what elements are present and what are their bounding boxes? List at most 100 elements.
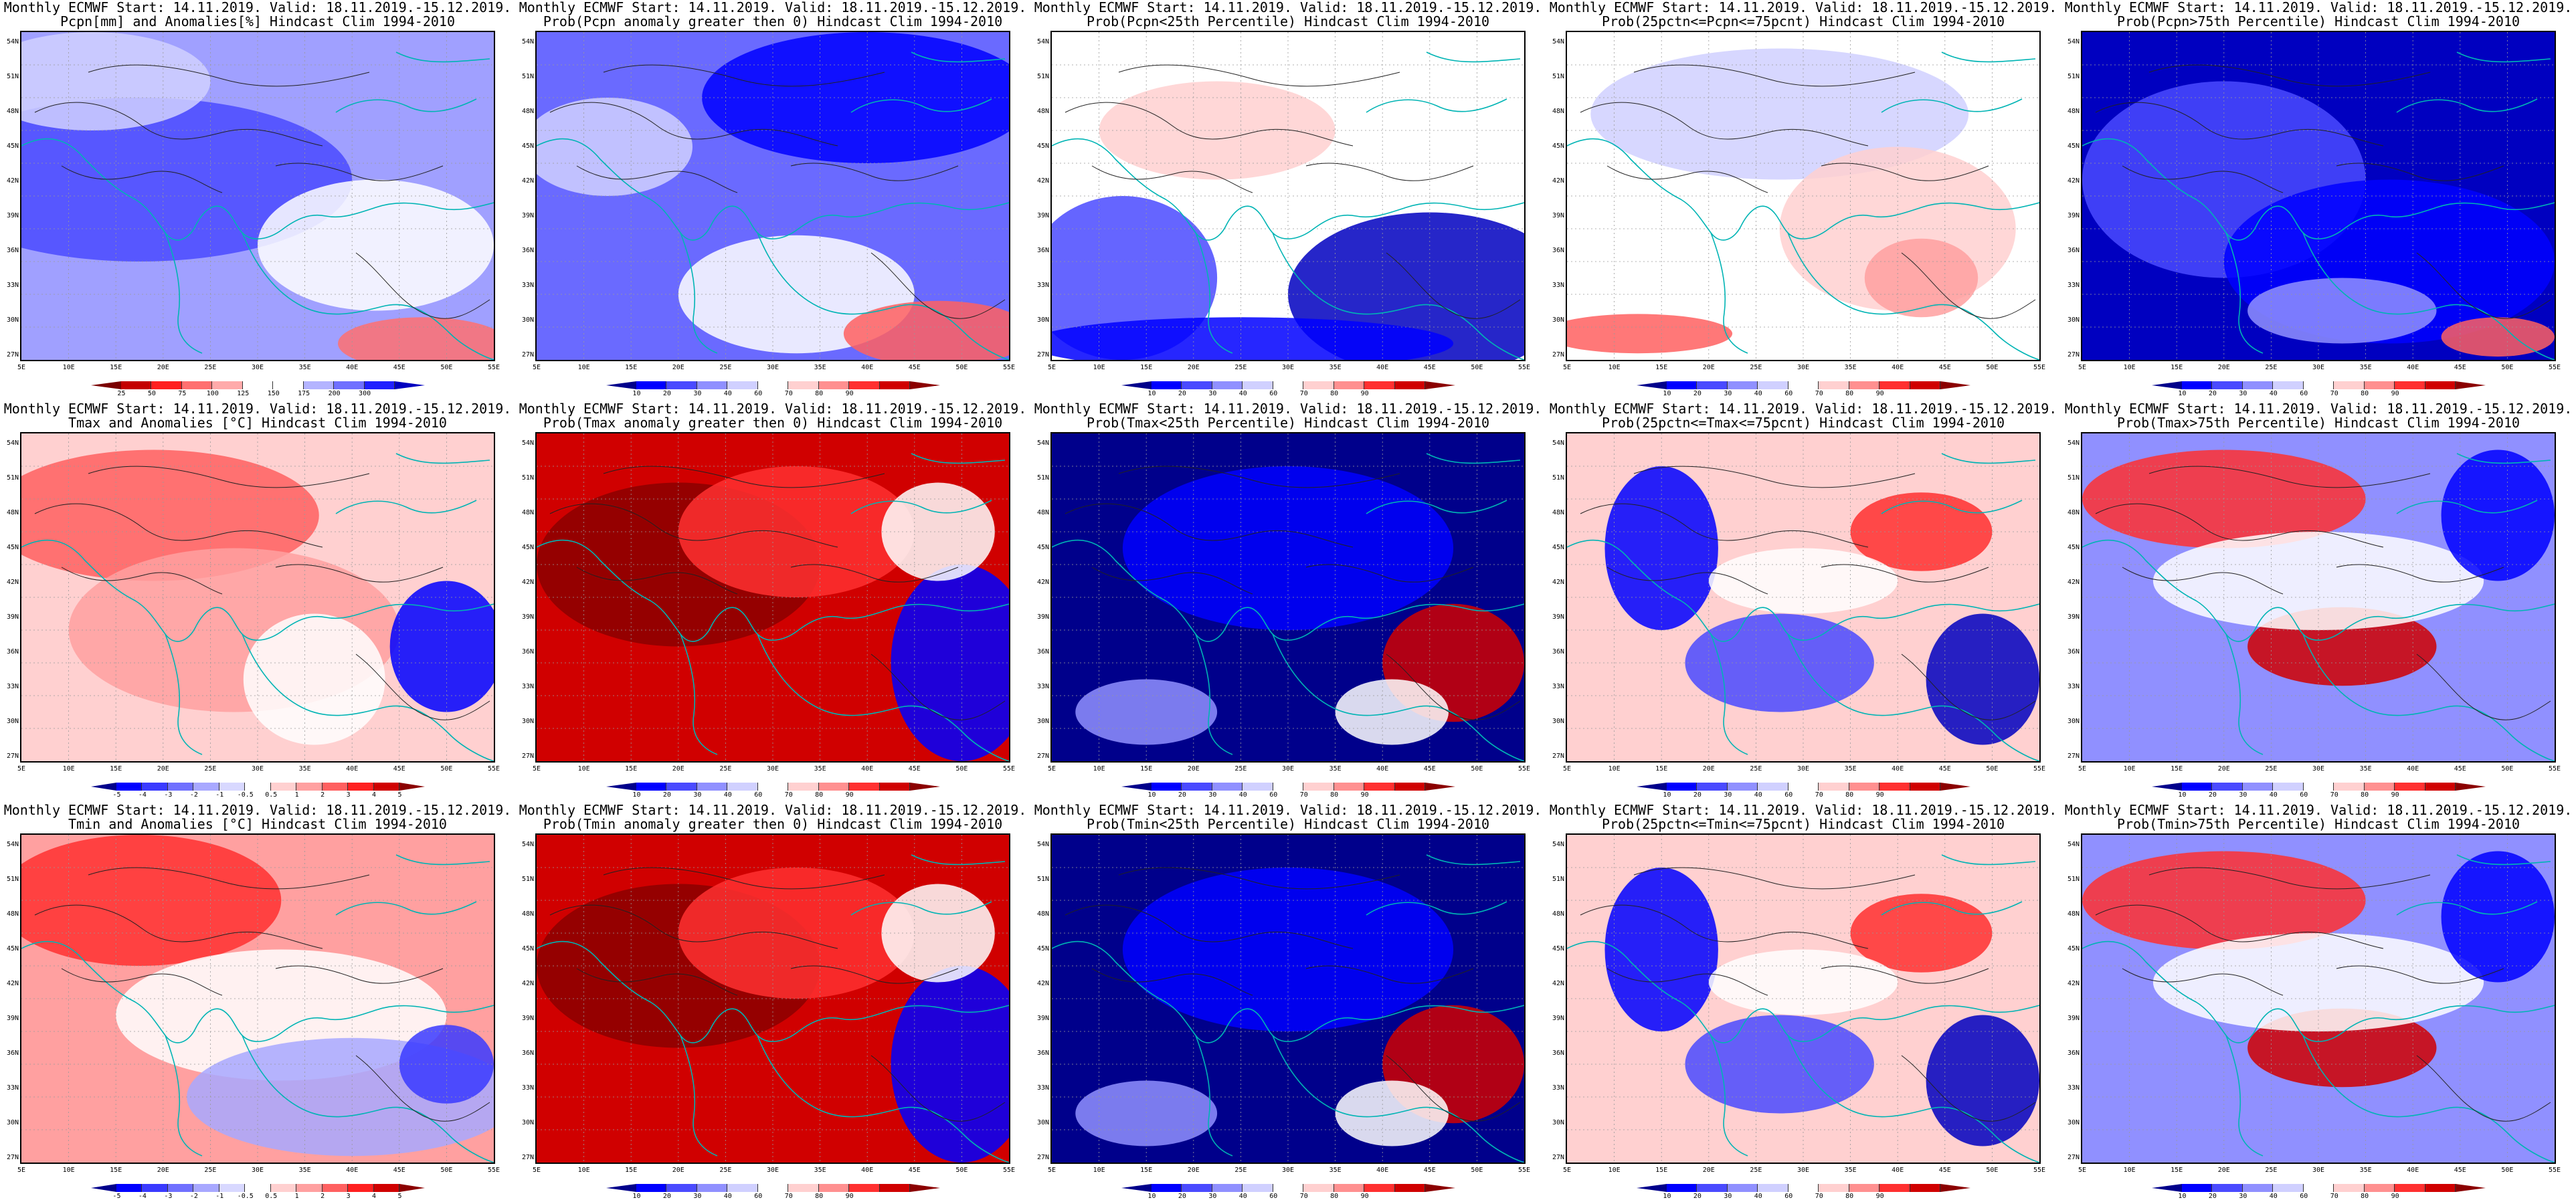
color-bar-tick-label: 60 [2300,390,2308,397]
color-bar-swatch [2242,783,2274,791]
color-bar-swatch [1819,381,1849,389]
longitude-label: 35E [2359,765,2372,773]
color-bar-swatch [1697,1184,1728,1192]
color-bar-lower-arrow [2152,1184,2182,1192]
shaded-field [1567,835,2039,1163]
longitude-label: 5E [1047,364,1056,371]
color-bar-tick-label: 2 [320,1193,325,1200]
latitude-label: 48N [521,910,534,918]
latitude-label: 33N [6,683,19,690]
color-bar-lower-arrow [2152,783,2182,791]
longitude-label: 5E [2078,765,2087,773]
color-bar-swatch [296,783,323,791]
shaded-field [1052,433,1524,761]
latitude-label: 45N [1552,544,1564,551]
color-bar-tick-label: 90 [2391,1193,2399,1200]
longitude-label: 40E [861,1167,874,1174]
panel-title-line1: Monthly ECMWF Start: 14.11.2019. Valid: … [3,802,512,818]
color-bar-swatch [1364,783,1395,791]
longitude-label: 45E [1938,364,1951,371]
color-bar-upper-arrow [910,783,941,791]
color-bar-tick-label: 20 [662,390,671,397]
latitude-label: 48N [6,108,19,115]
color-bar-swatch [1182,1184,1212,1192]
longitude-label: 10E [1608,765,1621,773]
color-bar-swatch [1849,381,1880,389]
shaded-field [2082,433,2555,761]
latitude-label: 45N [2067,945,2080,952]
color-bar-tick-label: 90 [845,1193,854,1200]
forecast-panel: Monthly ECMWF Start: 14.11.2019. Valid: … [1546,803,2061,1204]
latitude-label: 48N [521,108,534,115]
color-bar-ticks: 10 20 30 40 60 70 80 90 [1121,1193,1456,1201]
color-bar-tick-label: 5 [397,791,402,799]
panel-title-line2: Prob(Tmax<25th Percentile) Hindcast Clim… [1086,415,1490,431]
color-bar-swatch [142,1184,168,1192]
color-bar-tick-label: 20 [1178,390,1186,397]
latitude-label: 48N [1552,108,1564,115]
color-bar [91,1184,425,1192]
field-patch [1685,1015,1874,1114]
longitude-label: 50E [955,765,968,773]
latitude-label: 27N [1552,351,1564,359]
color-bar-tick-label: -2 [189,1193,198,1200]
color-bar-tick-label: 60 [754,390,763,397]
longitude-label: 40E [1376,765,1389,773]
color-bar-lower-arrow [91,381,121,389]
latitude-label: 36N [2067,648,2080,656]
color-bar-tick-label: 175 [298,390,310,397]
longitude-label: 50E [2501,1167,2514,1174]
color-bar-swatch [1879,381,1910,389]
color-bar-ticks: 10 20 30 40 60 70 80 90 [2152,792,2486,800]
longitude-label: 25E [2265,1167,2278,1174]
color-bar-tick-label: 20 [1693,1193,1701,1200]
color-bar-swatch [757,783,789,791]
latitude-label: 39N [6,613,19,621]
field-patch [258,179,494,311]
color-bar-swatch [2364,1184,2395,1192]
longitude-label: 20E [1702,765,1715,773]
color-bar-ticks: 10 20 30 40 60 70 80 90 [1637,391,1971,399]
longitude-label: 50E [440,364,453,371]
color-bar-tick-label: 20 [662,1193,671,1200]
longitude-label: 35E [2359,364,2372,371]
color-bar-swatch [1849,783,1880,791]
latitude-label: 51N [6,73,19,80]
color-bar-tick-label: 80 [1330,1193,1339,1200]
color-bar-swatch [1273,783,1304,791]
color-bar-tick-label: 80 [1330,791,1339,799]
longitude-label: 35E [1329,1167,1342,1174]
color-bar-tick-label: 70 [2330,791,2338,799]
color-bar-swatch [1243,1184,1273,1192]
map-area [1050,833,1526,1164]
latitude-label: 36N [6,247,19,254]
color-bar-tick-label: 10 [1663,390,1671,397]
color-bar [2152,783,2486,791]
color-bar-swatch [1303,381,1334,389]
shaded-field [2082,835,2555,1163]
color-bar-swatch [2334,381,2365,389]
longitude-label: 35E [1329,364,1342,371]
color-bar-tick-label: 70 [1815,791,1823,799]
panel-title-line1: Monthly ECMWF Start: 14.11.2019. Valid: … [3,401,512,417]
latitude-label: 54N [1036,841,1049,848]
longitude-label: 25E [719,1167,732,1174]
color-bar-tick-label: 40 [2269,1193,2278,1200]
color-bar-swatch [373,783,399,791]
longitude-label: 40E [2407,765,2419,773]
latitude-label: 48N [1552,509,1564,516]
map-area [535,432,1010,763]
color-bar-swatch [270,783,297,791]
color-bar-tick-label: 40 [1754,791,1762,799]
color-bar-tick-label: -2 [189,791,198,799]
latitude-label: 36N [521,648,534,656]
contour-lines [549,64,1006,319]
color-bar-swatch [1364,1184,1395,1192]
longitude-label: 55E [487,765,500,773]
color-bar-swatch [1152,381,1182,389]
latitude-label: 27N [1036,1154,1049,1161]
color-bar-swatch [273,381,304,389]
panel-title-line1: Monthly ECMWF Start: 14.11.2019. Valid: … [1034,802,1542,818]
contour-lines [1065,64,1521,319]
longitude-label: 15E [1140,765,1153,773]
